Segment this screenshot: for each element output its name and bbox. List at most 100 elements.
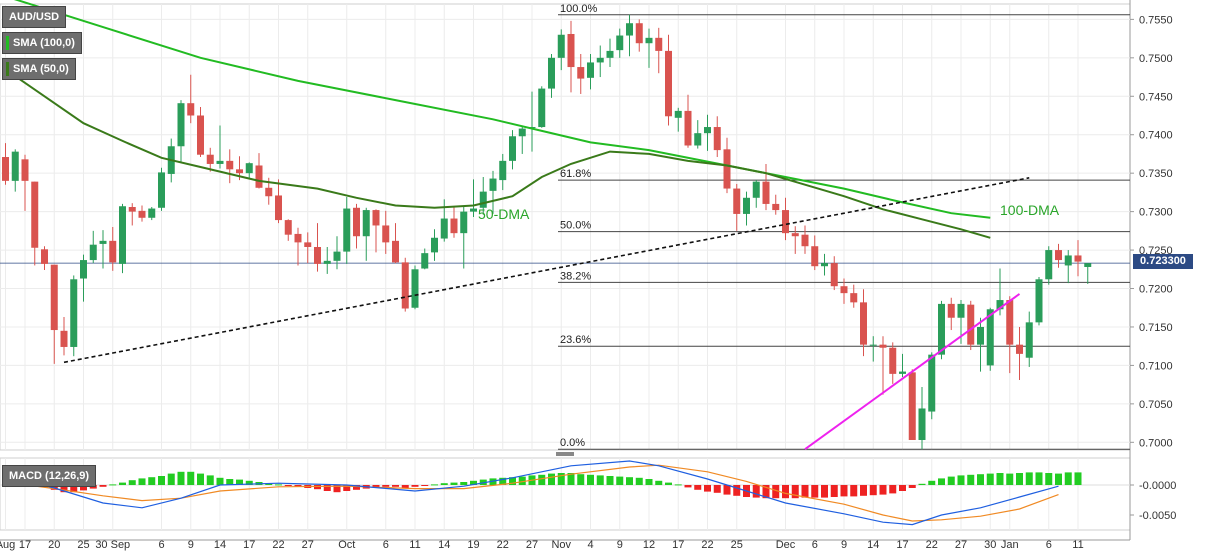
candle xyxy=(31,181,39,266)
candle-body xyxy=(411,269,419,308)
legend-sma50[interactable]: SMA (50,0) xyxy=(2,58,76,80)
candle-body xyxy=(431,237,438,253)
x-tick-label: 30 Sep xyxy=(95,539,130,551)
candle xyxy=(616,28,624,58)
macd-hist-bar xyxy=(343,485,351,491)
y-tick-label: 0.7450 xyxy=(1139,91,1173,103)
candle-body xyxy=(577,67,585,79)
candle xyxy=(216,125,224,169)
x-tick-label: 22 xyxy=(701,539,713,551)
candle-body xyxy=(518,128,526,137)
macd-hist-bar xyxy=(421,485,429,486)
candle-body xyxy=(138,210,146,218)
candle-body xyxy=(265,187,273,197)
candle xyxy=(489,170,497,214)
candle-body xyxy=(879,344,887,348)
candle-body xyxy=(694,133,702,146)
fib-label: 61.8% xyxy=(560,168,591,180)
candle xyxy=(41,246,48,271)
macd-hist-bar xyxy=(333,485,341,493)
x-tick-label: 12 xyxy=(643,539,655,551)
candle-body xyxy=(977,326,984,345)
x-tick-label: 27 xyxy=(526,539,538,551)
x-tick-label: 9 xyxy=(841,539,847,551)
x-tick-label: Aug xyxy=(0,539,15,551)
macd-hist-bar xyxy=(899,485,906,491)
candle-body xyxy=(197,115,204,155)
candle-body xyxy=(236,169,243,174)
fib-label: 38.2% xyxy=(560,270,591,282)
candle xyxy=(635,19,643,52)
candle-body xyxy=(821,263,828,267)
y-tick-label: 0.7150 xyxy=(1139,322,1173,334)
fib-label: 50.0% xyxy=(560,220,591,232)
candle-body xyxy=(284,220,292,235)
y-tick-label: 0.7350 xyxy=(1139,168,1173,180)
candle-body xyxy=(2,157,9,181)
candle xyxy=(431,229,438,261)
macd-hist-bar xyxy=(440,483,448,485)
macd-hist-bar xyxy=(80,485,87,491)
candle-body xyxy=(460,211,468,234)
candle-body xyxy=(655,37,663,51)
macd-hist-bar xyxy=(674,484,682,486)
macd-hist-bar xyxy=(665,482,672,485)
macd-hist-bar xyxy=(713,485,721,493)
candle xyxy=(80,254,87,302)
legend-symbol[interactable]: AUD/USD xyxy=(2,6,67,28)
candle xyxy=(577,53,585,94)
candle xyxy=(986,307,994,371)
candle-body xyxy=(1016,344,1023,354)
legend-sma100[interactable]: SMA (100,0) xyxy=(2,32,82,54)
candle xyxy=(762,163,770,211)
candle xyxy=(548,53,555,98)
fib-label: 23.6% xyxy=(560,334,591,346)
candle-body xyxy=(479,191,487,208)
candle xyxy=(1035,276,1043,326)
candle-body xyxy=(50,264,58,331)
candle xyxy=(304,232,312,264)
candle-body xyxy=(392,240,399,263)
candle-body xyxy=(1064,255,1072,266)
legend-macd[interactable]: MACD (12,26,9) xyxy=(2,465,97,487)
x-tick-label: 6 xyxy=(1046,539,1052,551)
candle xyxy=(401,257,409,312)
candle-body xyxy=(528,127,536,129)
macd-hist-bar xyxy=(70,485,78,493)
candle-body xyxy=(109,240,117,263)
candle xyxy=(411,265,419,310)
macd-hist-bar xyxy=(538,474,546,485)
macd-hist-bar xyxy=(889,485,897,494)
legend-sma100-label: SMA (100,0) xyxy=(13,37,75,49)
macd-hist-bar xyxy=(938,478,945,485)
candle xyxy=(811,235,819,271)
candle-body xyxy=(635,23,643,44)
candle-body xyxy=(275,195,282,221)
x-tick-label: 14 xyxy=(438,539,450,551)
candle-body xyxy=(947,303,955,318)
candle-body xyxy=(1006,300,1014,345)
candle xyxy=(1025,311,1033,367)
candle xyxy=(645,28,653,68)
y-tick-label: 0.7500 xyxy=(1139,53,1173,65)
candle xyxy=(1064,250,1072,284)
candle xyxy=(752,180,760,208)
candle-body xyxy=(1084,263,1092,267)
candle-body xyxy=(645,37,653,44)
x-tick-label: 9 xyxy=(617,539,623,551)
macd-hist-bar xyxy=(557,473,565,485)
candle xyxy=(518,127,526,154)
candle-body xyxy=(148,208,156,218)
y-tick-label: 0.7100 xyxy=(1139,360,1173,372)
macd-hist-bar xyxy=(684,485,692,488)
candle-body xyxy=(840,286,848,294)
x-tick-label: 22 xyxy=(272,539,284,551)
x-tick-label: 17 xyxy=(672,539,684,551)
candle xyxy=(567,20,575,93)
candle xyxy=(314,223,321,272)
candle xyxy=(509,130,516,170)
x-tick-label: 22 xyxy=(926,539,938,551)
candle-body xyxy=(928,354,936,412)
candle xyxy=(499,153,507,191)
